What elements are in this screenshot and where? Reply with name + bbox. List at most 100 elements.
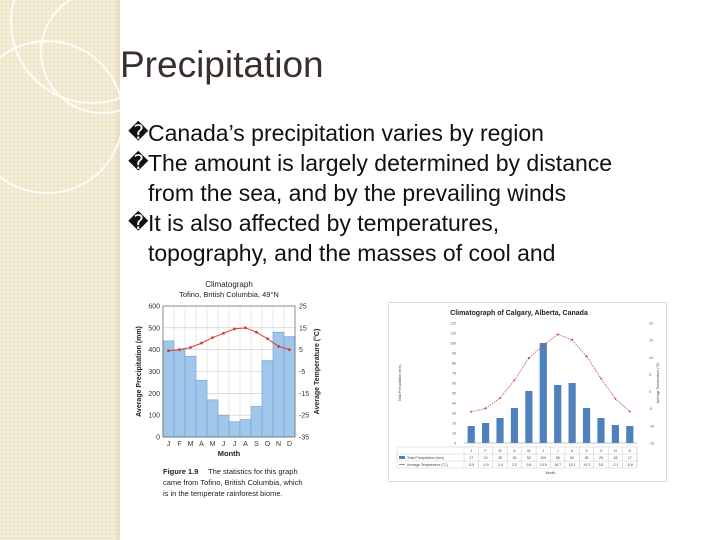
temperature-point (527, 356, 530, 359)
y2-tick-label: -5 (299, 369, 305, 376)
precipitation-bar (239, 419, 252, 438)
bullet-text: The amount is largely determined by dist… (148, 150, 613, 176)
precipitation-bar (261, 360, 274, 438)
table-cell-value: -5.8 (627, 463, 633, 467)
x-tick-label: J (470, 449, 472, 453)
temperature-point (167, 349, 170, 353)
y2-tick-label: -35 (299, 435, 309, 442)
x-tick-label: J (557, 449, 559, 453)
temperature-point (244, 326, 247, 330)
x-tick-label: F (177, 441, 181, 448)
precipitation-bar (626, 426, 634, 443)
temperature-point (542, 344, 545, 347)
x-tick-label: M (210, 441, 216, 448)
table-cell-value: 100 (540, 456, 546, 460)
temperature-point (200, 341, 203, 345)
x-axis-label: Month (218, 449, 241, 458)
precipitation-bar (206, 399, 219, 438)
temperature-line (471, 333, 631, 413)
temperature-point (178, 348, 181, 352)
y2-tick-label: 5 (649, 373, 651, 377)
temperature-point (484, 407, 487, 410)
y-tick-label: 80 (452, 362, 456, 366)
y-tick-label: 90 (452, 352, 456, 356)
calgary-chart-svg: Climatograph of Calgary, Alberta, Canada… (396, 310, 660, 475)
table-cell-value: 52 (527, 456, 531, 460)
y2-tick-label: -15 (649, 442, 654, 446)
temperature-point (189, 346, 192, 349)
decorative-band-edge (116, 0, 120, 540)
table-cell-value: 16.7 (554, 463, 561, 467)
temperature-point (628, 410, 631, 413)
temperature-point (470, 410, 473, 413)
y-axis-label: Average Precipitation (mm) (136, 326, 143, 417)
y2-tick-label: -25 (299, 413, 309, 420)
table-cell-value: 17 (469, 456, 473, 460)
table-cell-value: 58 (556, 456, 560, 460)
temperature-point (499, 397, 502, 400)
table-cell-value: -5.9 (468, 463, 474, 467)
x-tick-label: J (222, 441, 226, 448)
precipitation-bar (539, 343, 547, 443)
temperature-point (571, 338, 574, 341)
y2-axis-label: Average Temperature (°C) (656, 363, 660, 404)
y2-tick-label: -10 (649, 424, 654, 428)
y-tick-label: 30 (452, 412, 456, 416)
table-cell-value: 35 (585, 456, 589, 460)
plot-frame (162, 305, 296, 438)
x-tick-label: J (233, 441, 237, 448)
temperature-point (288, 348, 291, 352)
slide-title: Precipitation (120, 44, 324, 85)
bullet-item: � The amount is largely determined by di… (128, 148, 708, 208)
y2-tick-label: -5 (649, 407, 652, 411)
table-cell-value: 20 (484, 456, 488, 460)
y2-axis-label: Average Temperature (°C) (313, 329, 321, 415)
bullet-marker: � (128, 212, 149, 234)
bullet-text: It is also affected by temperatures, (148, 210, 500, 236)
y-tick-label: 0 (156, 435, 160, 442)
precipitation-bar (597, 418, 605, 443)
y-tick-label: 300 (148, 369, 160, 376)
x-tick-label: S (585, 449, 588, 453)
precipitation-bar (525, 391, 533, 443)
y-tick-label: 120 (450, 322, 456, 326)
y-tick-label: 60 (452, 382, 456, 386)
legend-swatch-precipitation (399, 456, 405, 459)
bullet-marker: � (128, 122, 149, 144)
x-tick-label: D (629, 449, 632, 453)
x-tick-label: J (542, 449, 544, 453)
y2-tick-label: 25 (299, 304, 307, 311)
y-tick-label: 70 (452, 372, 456, 376)
x-tick-label: N (276, 441, 281, 448)
x-tick-label: F (485, 449, 487, 453)
y-tick-label: 50 (452, 392, 456, 396)
temperature-point (585, 355, 588, 358)
chart-title: Climatograph (205, 280, 253, 289)
x-tick-label: O (265, 441, 271, 448)
y-tick-label: 500 (148, 325, 160, 332)
temperature-point (277, 344, 280, 348)
table-cell-value: 10.3 (583, 463, 590, 467)
calgary-climatograph: Climatograph of Calgary, Alberta, Canada… (388, 302, 667, 482)
temperature-point (222, 331, 225, 335)
temperature-point (233, 327, 236, 331)
x-tick-label: A (571, 449, 574, 453)
table-cell-value: 25 (498, 456, 502, 460)
precipitation-bar (568, 383, 576, 443)
x-tick-label: O (600, 449, 603, 453)
x-tick-label: N (614, 449, 617, 453)
y-tick-label: 40 (452, 402, 456, 406)
y2-tick-label: 0 (649, 390, 651, 394)
x-tick-label: S (254, 441, 259, 448)
bullet-marker: � (128, 152, 149, 174)
precipitation-bar (173, 349, 186, 438)
y-tick-label: 600 (148, 304, 160, 311)
table-cell-value: 3.3 (512, 463, 517, 467)
temperature-point (266, 337, 269, 341)
table-cell-value: -4.9 (483, 463, 489, 467)
bullet-item: � Canada’s precipitation varies by regio… (128, 118, 708, 148)
temperature-line (168, 327, 290, 352)
bullet-text: Canada’s precipitation varies by region (148, 120, 544, 146)
y-tick-label: 10 (452, 432, 456, 436)
